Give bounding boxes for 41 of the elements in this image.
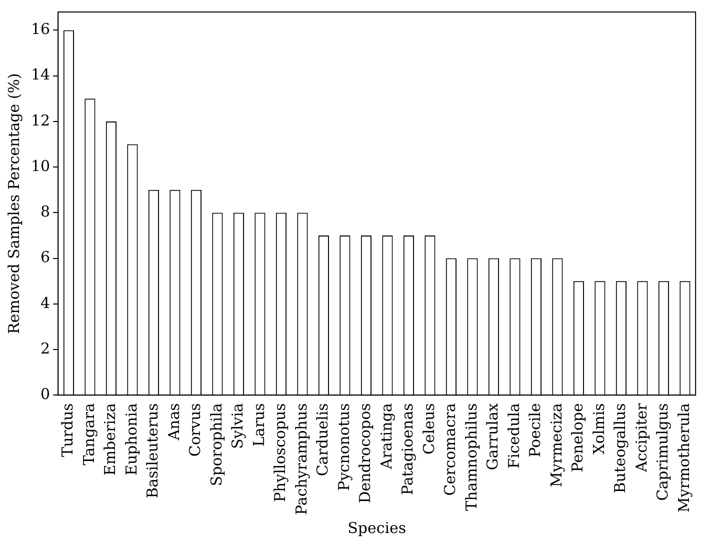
y-tick-label: 12 <box>30 111 50 130</box>
x-tick-label: Buteogallus <box>611 403 630 494</box>
x-tick-label: Tangara <box>80 403 98 466</box>
x-tick-label: Accipiter <box>632 402 650 474</box>
x-tick-label: Patagioenas <box>398 403 417 496</box>
x-tick-label: Larus <box>250 403 268 447</box>
x-tick-label: Aratinga <box>377 403 396 470</box>
x-tick-label: Myrmotherula <box>674 403 693 513</box>
y-tick-label: 0 <box>40 385 50 404</box>
x-tick-label: Myrmeciza <box>547 403 566 488</box>
x-tick-label: Poecile <box>526 403 544 458</box>
y-tick-label: 6 <box>40 248 50 266</box>
x-tick-label: Sylvia <box>228 403 247 449</box>
x-tick-label: Anas <box>164 403 183 442</box>
x-tick-label: Sporophila <box>207 403 226 486</box>
y-tick-label: 14 <box>30 66 50 84</box>
x-tick-label: Turdus <box>58 403 77 457</box>
x-tick-label: Cercomacra <box>441 403 460 496</box>
x-tick-label: Dendrocopos <box>356 403 374 504</box>
x-tick-label: Emberiza <box>101 403 120 476</box>
x-tick-label: Basileuterus <box>144 403 162 498</box>
x-tick-label: Pachyramphus <box>292 403 310 516</box>
x-tick-label: Caprimulgus <box>654 403 672 501</box>
x-tick-label: Pycnonotus <box>334 403 353 491</box>
x-tick-label: Garrulax <box>484 402 502 470</box>
x-tick-label: Celeus <box>420 403 438 455</box>
x-tick-label: Xolmis <box>590 403 608 454</box>
y-tick-label: 2 <box>40 339 50 358</box>
x-axis-title: Species <box>348 518 406 537</box>
x-tick-label: Thamnophilus <box>462 403 480 511</box>
x-tick-label: Penelope <box>568 403 587 472</box>
y-tick-label: 10 <box>30 156 50 175</box>
x-tick-label: Ficedula <box>504 403 523 469</box>
y-axis-title: Removed Samples Percentage (%) <box>4 73 23 334</box>
x-tick-label: Phylloscopus <box>271 403 290 502</box>
y-tick-label: 16 <box>30 20 50 38</box>
x-tick-label: Carduelis <box>314 403 332 476</box>
y-tick-label: 4 <box>40 294 50 312</box>
x-tick-label: Corvus <box>186 403 204 457</box>
x-tick-label: Euphonia <box>122 403 140 476</box>
y-tick-label: 8 <box>40 202 50 221</box>
